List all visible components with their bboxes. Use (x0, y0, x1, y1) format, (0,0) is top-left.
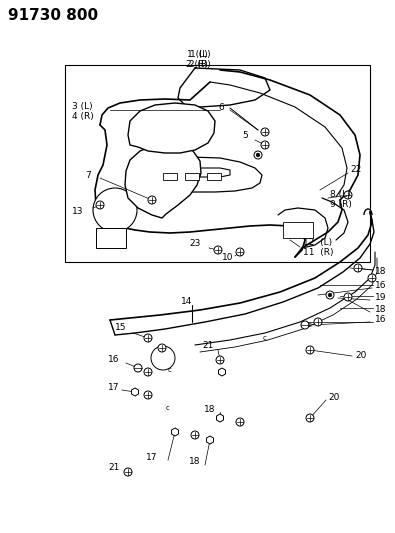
Text: 2 (R): 2 (R) (189, 61, 211, 69)
Polygon shape (125, 143, 201, 218)
Circle shape (151, 346, 175, 370)
Polygon shape (132, 388, 139, 396)
Circle shape (306, 346, 314, 354)
Circle shape (256, 153, 260, 157)
Polygon shape (128, 103, 215, 153)
Text: 17: 17 (146, 454, 158, 463)
Text: 22: 22 (350, 166, 361, 174)
Circle shape (368, 274, 376, 282)
Text: 7: 7 (85, 171, 91, 180)
Text: 6: 6 (218, 102, 224, 111)
Text: 4 (R): 4 (R) (72, 111, 94, 120)
Circle shape (148, 196, 156, 204)
Circle shape (93, 188, 137, 232)
Circle shape (314, 318, 322, 326)
Text: 18: 18 (375, 268, 386, 277)
Text: 18: 18 (204, 406, 216, 415)
Text: c: c (308, 322, 312, 328)
Text: c: c (168, 367, 172, 373)
Text: 20: 20 (355, 351, 367, 359)
Circle shape (344, 293, 352, 301)
Circle shape (354, 264, 362, 272)
Text: 10: 10 (222, 254, 234, 262)
Bar (96, 228, 126, 248)
Text: 23: 23 (189, 239, 201, 248)
Circle shape (124, 468, 132, 476)
Text: c: c (166, 405, 170, 411)
Text: 5: 5 (242, 131, 248, 140)
Circle shape (191, 431, 199, 439)
Circle shape (301, 321, 309, 329)
Text: 13: 13 (72, 206, 83, 215)
Circle shape (96, 201, 104, 209)
Polygon shape (171, 428, 179, 436)
Polygon shape (218, 368, 226, 376)
Text: 91730 800: 91730 800 (8, 8, 98, 23)
Circle shape (214, 246, 222, 254)
Circle shape (344, 191, 352, 199)
Text: 8 (L): 8 (L) (330, 190, 351, 199)
Circle shape (261, 128, 269, 136)
Circle shape (306, 414, 314, 422)
Circle shape (158, 344, 166, 352)
Circle shape (144, 334, 152, 342)
Circle shape (326, 291, 334, 299)
Text: 16: 16 (375, 280, 386, 289)
Circle shape (261, 141, 269, 149)
Text: 12  (L): 12 (L) (303, 238, 332, 247)
Text: 21: 21 (202, 341, 213, 350)
Text: 15: 15 (115, 324, 126, 333)
Bar (185, 173, 199, 180)
Circle shape (144, 368, 152, 376)
Text: 21: 21 (108, 464, 119, 472)
Bar (283, 222, 313, 238)
Text: 18: 18 (375, 305, 386, 314)
Circle shape (134, 364, 142, 372)
Text: 19: 19 (375, 294, 386, 303)
Text: 16: 16 (375, 316, 386, 325)
Polygon shape (216, 414, 224, 422)
Text: 1 (L): 1 (L) (190, 51, 210, 60)
Bar (163, 173, 177, 180)
Bar (65, 65, 370, 262)
Circle shape (328, 293, 332, 297)
Circle shape (216, 356, 224, 364)
Circle shape (236, 418, 244, 426)
Text: 17: 17 (108, 384, 120, 392)
Text: 18: 18 (189, 457, 201, 466)
Text: 9 (R): 9 (R) (330, 199, 352, 208)
Text: 3 (L): 3 (L) (72, 102, 92, 111)
Circle shape (144, 391, 152, 399)
Polygon shape (207, 436, 213, 444)
Circle shape (236, 248, 244, 256)
Text: 14: 14 (181, 297, 193, 306)
Bar (207, 173, 221, 180)
Circle shape (254, 151, 262, 159)
Text: 1 (L): 1 (L) (187, 51, 207, 60)
Text: 11  (R): 11 (R) (303, 247, 333, 256)
Text: 2 (R): 2 (R) (186, 60, 208, 69)
Text: 20: 20 (328, 393, 339, 402)
Text: 16: 16 (108, 356, 120, 365)
Text: c: c (263, 335, 267, 341)
